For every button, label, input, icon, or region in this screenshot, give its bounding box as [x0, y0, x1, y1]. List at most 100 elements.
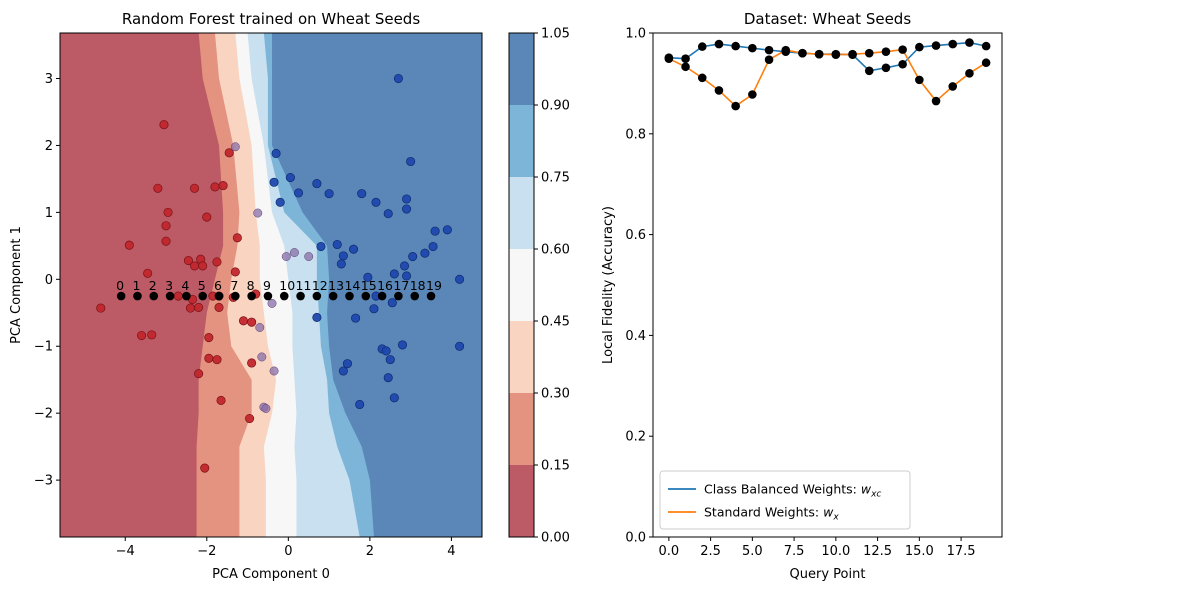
point-class0 [136, 330, 147, 341]
point-class0 [163, 207, 173, 217]
point-class1 [369, 304, 379, 314]
point-class0 [143, 268, 153, 278]
colorbar-segment-4 [509, 177, 534, 249]
point-class0 [247, 317, 257, 327]
x-tick-label: 2.5 [700, 544, 721, 559]
series-1-marker [915, 75, 924, 85]
training-points [96, 73, 465, 473]
point-class1 [387, 298, 397, 308]
point-class1 [383, 209, 393, 219]
legend-label-1: Standard Weights: wx [704, 505, 839, 523]
point-class0 [200, 463, 210, 473]
y-tick-label: 1.0 [625, 27, 646, 42]
x-tick-label: 4 [447, 544, 455, 559]
point-class0 [159, 120, 169, 130]
series-1-marker [965, 69, 974, 78]
series-0-marker [915, 42, 924, 52]
left-y-axis-label: PCA Component 1 [9, 226, 24, 344]
colorbar-segment-6 [509, 33, 534, 105]
point-class1 [455, 341, 465, 351]
point-class0 [232, 233, 242, 243]
point-class0 [204, 353, 214, 363]
point-class0 [212, 257, 222, 267]
query-point-16 [377, 291, 387, 301]
point-class1 [389, 269, 399, 279]
y-tick-label: 0 [45, 273, 53, 288]
point-ambiguous [267, 298, 277, 308]
right-y-ticks: 0.0 0.2 0.4 0.6 0.8 1.0 [625, 27, 653, 546]
point-class1 [371, 197, 381, 207]
surface-band-6 [272, 33, 482, 537]
query-label-6: 6 [214, 278, 222, 293]
colorbar-segment-1 [509, 393, 534, 465]
query-label-3: 3 [165, 278, 173, 293]
series-0-marker [981, 41, 991, 51]
x-tick-label: 0 [284, 544, 292, 559]
point-class1 [357, 189, 367, 199]
query-point-19 [426, 291, 436, 301]
series-1-marker [864, 48, 874, 58]
query-point-3 [165, 291, 175, 301]
point-class1 [455, 274, 465, 284]
query-label-16: 16 [377, 278, 393, 293]
series-0-marker [681, 54, 690, 64]
point-class0 [183, 256, 193, 266]
series-0-marker [864, 66, 874, 76]
left-plot-frame [59, 32, 483, 538]
point-class1 [351, 313, 361, 323]
point-class1 [385, 355, 395, 365]
series-1-marker [764, 55, 774, 65]
point-class1 [316, 241, 326, 252]
left-x-axis-label: PCA Component 0 [212, 567, 330, 582]
series-0-marker [731, 41, 740, 51]
series-1-marker [898, 45, 907, 54]
y-tick-label: −1 [34, 340, 53, 355]
y-tick-label: 1 [45, 206, 53, 221]
colorbar-tick-label: 0.00 [541, 531, 570, 546]
query-point-4 [182, 291, 191, 301]
series-1-marker [981, 58, 991, 68]
query-label-9: 9 [263, 278, 271, 293]
query-label-4: 4 [181, 278, 189, 293]
point-class0 [230, 267, 240, 277]
point-class1 [399, 261, 410, 271]
series-1-marker [931, 96, 941, 106]
series-1-marker [831, 50, 841, 59]
point-class1 [342, 359, 352, 369]
query-label-2: 2 [149, 278, 157, 293]
query-label-11: 11 [296, 278, 312, 293]
query-label-10: 10 [279, 278, 295, 293]
legend-box [659, 470, 911, 530]
point-class1 [363, 272, 373, 282]
series-0-marker [881, 63, 891, 73]
point-class0 [198, 261, 208, 271]
query-label-7: 7 [230, 278, 238, 293]
point-class0 [238, 316, 249, 326]
query-point-1 [133, 291, 142, 301]
query-label-17: 17 [393, 278, 409, 293]
point-ambiguous [230, 142, 240, 152]
point-ambiguous [257, 352, 267, 362]
point-class0 [190, 261, 200, 271]
point-class0 [214, 302, 224, 312]
point-class0 [185, 303, 196, 313]
query-label-14: 14 [344, 278, 360, 293]
point-class0 [247, 358, 257, 368]
point-class1 [397, 340, 408, 350]
y-tick-label: 0.6 [625, 228, 646, 243]
point-class0 [124, 240, 134, 250]
point-class0 [245, 413, 255, 424]
point-ambiguous [255, 323, 265, 332]
point-class1 [430, 226, 440, 236]
y-tick-label: 0.8 [625, 127, 646, 142]
query-label-19: 19 [426, 278, 442, 293]
x-tick-label: −4 [116, 544, 135, 559]
right-y-axis-label: Local Fidelity (Accuracy) [601, 206, 616, 364]
series-1-marker [748, 90, 757, 99]
series-1-marker [814, 49, 824, 59]
y-tick-label: 0.4 [625, 329, 646, 344]
point-class1 [402, 194, 412, 204]
x-tick-label: 15.0 [905, 544, 934, 559]
query-point-14 [345, 291, 354, 301]
